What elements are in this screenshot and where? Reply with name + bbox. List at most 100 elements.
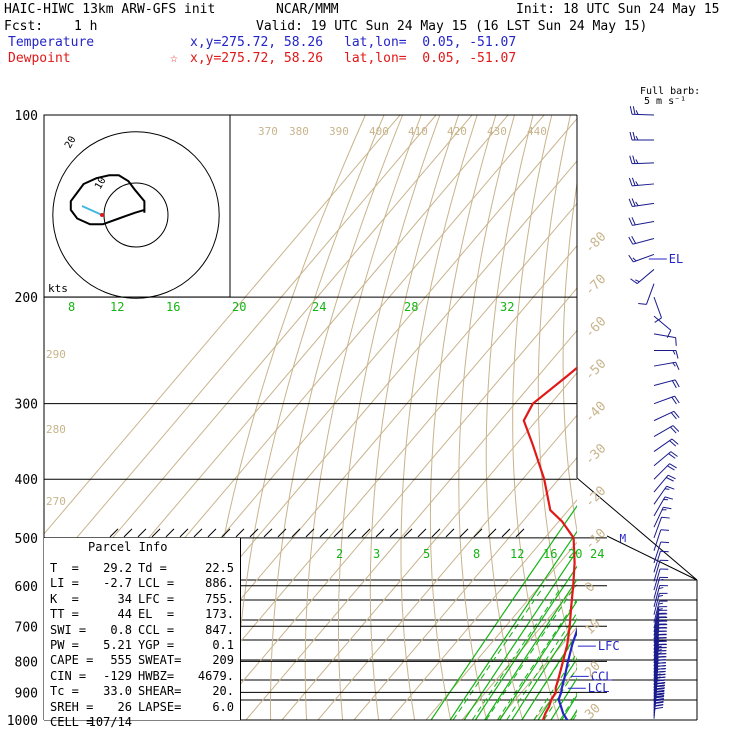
wind-barb-flag [629,106,633,115]
isotherm-label: -50 [582,356,609,383]
hatch-mark [501,528,511,538]
wind-barb-flag [657,645,662,648]
theta-left-label: 280 [46,423,66,436]
wind-barb-flag [629,155,633,164]
wind-barb-shaft [653,507,664,528]
wind-barb-flag [655,690,665,693]
wind-barb [653,529,670,551]
wind-barb-flag [635,279,640,283]
parcel-param-value: 555 [110,653,132,668]
pressure-label: 600 [15,580,38,595]
wind-barb-flag [629,131,633,141]
parcel-param-value: 29.2 [103,561,132,575]
parcel-param-label: LFC = [138,591,175,606]
wind-barb [654,349,679,359]
wind-barb-shaft [653,610,660,632]
wind-barb-flag [671,438,679,445]
hatch-mark [193,528,203,538]
wind-barb-flag [632,257,637,262]
parcel-param-value: 5.21 [103,637,132,652]
wind-barb-shaft [653,593,660,615]
org-label: NCAR/MMM [276,2,339,17]
isotherm-label: -40 [582,399,609,426]
wind-barb-flag [671,396,677,405]
wind-barb-shaft [653,634,660,657]
wind-barb [629,106,655,116]
wind-barb-flag [635,135,639,141]
level-marker-label: CCL [591,669,613,683]
hatch-mark [333,528,343,538]
level-marker-label: EL [669,252,683,266]
wind-barb-flag [668,453,676,459]
wind-barb-shaft [653,395,675,405]
theta-label: 420 [447,125,467,138]
wind-barb-shaft [653,638,660,660]
parcel-info-row: CELL = 107/14 [50,715,236,730]
wind-barb-shaft [653,529,662,551]
wind-barb [653,395,680,405]
theta-label: 410 [408,125,428,138]
parcel-info-row: T = 29.2 Td = 22.5 [50,561,236,576]
wind-barb-flag [628,236,634,245]
moist-adiabat-line [559,692,577,720]
wind-barb-shaft [653,621,660,643]
wind-barb-flag [669,440,677,447]
hatch-mark [361,528,371,538]
wind-barb-flag [657,648,662,652]
wind-barb-flag [632,106,636,115]
pressure-label: 200 [15,291,38,306]
wind-barb-flag [667,465,675,471]
wind-barb-shaft [653,644,660,667]
wind-barb [629,131,654,141]
mixing-label-lower: 5 [423,547,430,561]
wind-barb-shaft [653,315,672,331]
wind-barb-shaft [653,585,661,607]
parcel-param-label: CAPE = [50,653,94,668]
wind-barb [653,425,680,437]
hatch-mark [417,528,427,538]
wind-barb-shaft [653,660,659,682]
dewpoint-latlon: lat,lon= 0.05, -51.07 [344,51,517,66]
wind-barb-flag [666,330,672,338]
wind-barb-flag [655,693,660,696]
wind-barb-flag [628,217,633,226]
parcel-info-row: K = 34 LFC = 755. [50,592,236,607]
mixing-label-upper: 32 [500,300,514,314]
parcel-param-value: 33.0 [103,684,132,699]
wind-barb-shaft [653,628,660,650]
dewpoint-star-icon: ☆ [170,51,178,66]
mixing-ratio-line [561,694,577,720]
mixing-label-lower: 8 [473,547,480,561]
wind-barb-flag [631,217,636,226]
wind-barb-shaft [653,624,660,647]
wind-barb-shaft [632,221,655,226]
forecast-label: Fcst: [4,19,44,34]
theta-left-label: 290 [46,348,66,361]
hodograph: 10 20 kts [43,114,231,299]
isotherm-line [425,541,577,720]
parcel-param-value: 4679. [197,668,234,683]
isotherm-line [606,115,740,720]
wind-barb-shaft [653,617,660,640]
parcel-param-value: 44 [117,607,132,622]
wind-barb-flag [660,541,670,544]
dry-adiabat-line [369,115,460,720]
hatch-mark [151,528,161,538]
hodograph-ring [52,131,220,299]
wind-barb-flag [654,701,664,704]
wind-barb-flag [660,529,670,531]
theta-label: 440 [527,125,547,138]
isotherm-line [353,456,577,720]
isotherm-line [209,287,577,720]
hatch-mark [109,528,119,538]
theta-label: 430 [487,125,507,138]
hatch-mark [165,528,175,538]
hodograph-ring-label: 20 [63,135,79,151]
parcel-info-row: SREH = 26 LAPSE= 6.0 [50,700,236,715]
wind-barb-flag [665,477,674,482]
init-time: Init: 18 UTC Sun 24 May 15 [516,2,720,17]
wind-barb-flag [672,350,676,355]
dewpoint-xy: x,y=275.72, 58.26 [190,51,324,66]
wind-barb [653,600,668,623]
wind-barb [653,410,680,422]
